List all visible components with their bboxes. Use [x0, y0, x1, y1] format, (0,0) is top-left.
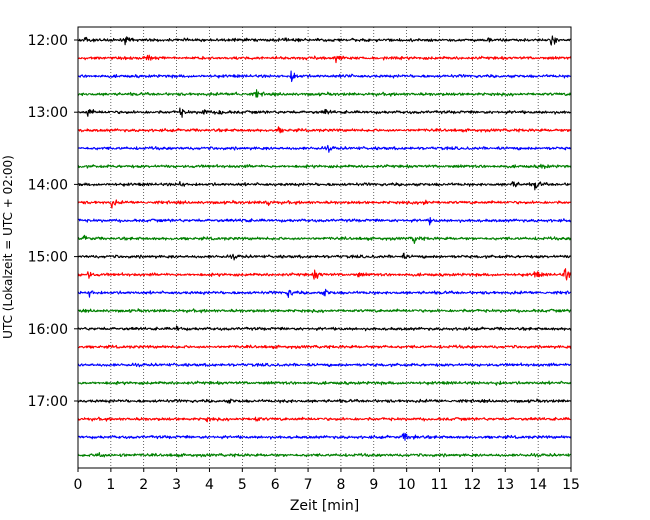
- trace-1215: [77, 54, 572, 64]
- y-tick-label-1600: 16:00: [28, 322, 68, 338]
- trace-1745: [77, 452, 572, 458]
- x-tick-label-13: 13: [496, 477, 514, 493]
- x-tick-label-14: 14: [529, 477, 547, 493]
- trace-1245: [77, 89, 572, 98]
- x-tick-label-1: 1: [106, 477, 115, 493]
- trace-1545: [77, 308, 572, 314]
- trace-1430: [77, 216, 572, 226]
- trace-1330: [77, 144, 572, 153]
- trace-1600: [77, 325, 572, 332]
- x-tick-label-8: 8: [336, 477, 345, 493]
- trace-1530: [77, 288, 572, 299]
- x-tick-label-15: 15: [562, 477, 580, 493]
- x-tick-label-2: 2: [139, 477, 148, 493]
- x-tick-label-12: 12: [463, 477, 481, 493]
- trace-1645: [77, 380, 572, 386]
- trace-1445: [77, 234, 572, 244]
- y-tick-label-1300: 13:00: [28, 105, 68, 121]
- trace-1515: [77, 268, 572, 281]
- y-axis-label: UTC (Lokalzeit = UTC + 02:00): [1, 155, 15, 339]
- trace-1345: [77, 163, 572, 170]
- x-axis-label: Zeit [min]: [290, 498, 359, 514]
- trace-1200: [77, 35, 572, 46]
- trace-1630: [77, 362, 572, 368]
- x-tick-label-9: 9: [369, 477, 378, 493]
- x-axis: 0 1 2 3 4 5 6 7 8 9 10 11 12 13 14 15: [74, 468, 580, 493]
- trace-1300: [77, 107, 572, 118]
- x-tick-label-10: 10: [398, 477, 416, 493]
- y-axis: 12:00 13:00 14:00 15:00 16:00 17:00: [28, 33, 78, 410]
- trace-1400: [77, 180, 572, 191]
- x-tick-label-5: 5: [238, 477, 247, 493]
- x-tick-label-4: 4: [205, 477, 214, 493]
- x-tick-label-0: 0: [74, 477, 83, 493]
- y-tick-label-1400: 14:00: [28, 177, 68, 193]
- x-tick-label-3: 3: [172, 477, 181, 493]
- trace-1615: [77, 344, 572, 350]
- plot-frame: [77, 26, 572, 469]
- x-tick-label-11: 11: [431, 477, 449, 493]
- y-tick-label-1500: 15:00: [28, 250, 68, 266]
- trace-1415: [77, 199, 572, 209]
- trace-1500: [77, 252, 572, 261]
- trace-1315: [77, 126, 572, 134]
- x-tick-label-7: 7: [304, 477, 313, 493]
- trace-1700: [77, 398, 572, 404]
- trace-1230: [77, 70, 572, 83]
- seismogram-traces: [77, 35, 572, 458]
- y-tick-label-1700: 17:00: [28, 394, 68, 410]
- trace-1730: [77, 432, 572, 441]
- y-tick-label-1200: 12:00: [28, 33, 68, 49]
- x-tick-label-6: 6: [271, 477, 280, 493]
- trace-1715: [77, 416, 572, 423]
